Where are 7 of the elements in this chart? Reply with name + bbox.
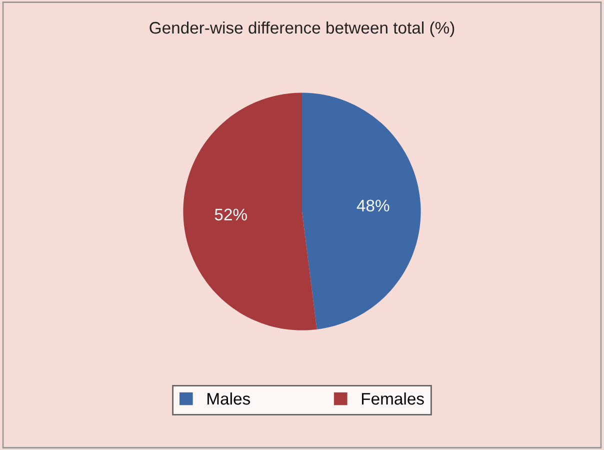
legend-label: Males [208, 392, 250, 405]
legend-label: Females [362, 392, 424, 405]
pie-slice [302, 92, 421, 330]
chart-title: Gender-wise difference between total (%) [150, 21, 454, 38]
data-label: 52% [214, 208, 247, 220]
pie-slice [183, 92, 317, 330]
data-label: 48% [356, 200, 390, 212]
